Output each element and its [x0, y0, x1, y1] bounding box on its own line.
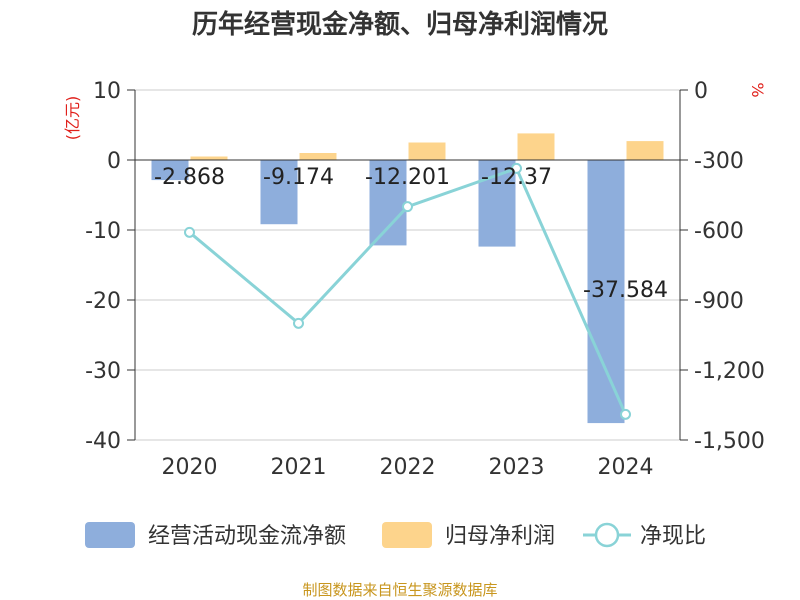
x-tick-label: 2020 — [162, 455, 218, 480]
left-tick-label: 0 — [107, 149, 121, 174]
right-tick-label: -900 — [694, 289, 744, 314]
left-tick-label: -20 — [85, 289, 121, 314]
data-label-2021: -9.174 — [263, 165, 334, 190]
bar-profit-2023 — [517, 133, 555, 160]
legend-marker — [594, 522, 620, 548]
bar-cashflow-2024 — [587, 160, 625, 424]
left-tick-label: -40 — [85, 429, 121, 454]
line-point-2020 — [184, 226, 195, 238]
bar-cashflow-2021 — [260, 160, 298, 225]
line-point-2023 — [511, 162, 522, 174]
x-tick-label: 2023 — [489, 455, 545, 480]
chart-title: 历年经营现金净额、归母净利润情况 — [192, 9, 608, 40]
line-point-2022 — [402, 201, 413, 213]
left-tick-label: 10 — [93, 79, 121, 104]
legend-label-1: 归母净利润 — [445, 524, 555, 549]
bar-profit-2022 — [408, 142, 446, 160]
data-label-2024: -37.584 — [583, 278, 668, 303]
right-tick-label: -600 — [694, 219, 744, 244]
line-point-2021 — [293, 317, 304, 329]
x-tick-label: 2022 — [380, 455, 436, 480]
bar-cashflow-2022 — [369, 160, 407, 246]
right-tick-label: -300 — [694, 149, 744, 174]
right-tick-label: 0 — [694, 79, 708, 104]
bar-cashflow-2020 — [151, 160, 189, 181]
data-labels: -2.868 -9.174 -12.201 -12.37 -37.584 — [154, 165, 668, 303]
data-label-2022: -12.201 — [365, 165, 450, 190]
legend-swatch-1 — [382, 522, 432, 548]
bar-profit-2020 — [190, 156, 228, 160]
right-tick-label: -1,200 — [694, 359, 765, 384]
data-label-2023: -12.37 — [481, 165, 552, 190]
right-unit-label: % — [748, 82, 767, 97]
axes: 10 0 -10 -20 -30 -40 0 -300 -600 -900 -1,200 -1,500… — [63, 79, 767, 480]
line-point-2024 — [620, 408, 631, 420]
source-note: 制图数据来自恒生聚源数据库 — [302, 581, 497, 599]
bar-profit-2021 — [299, 153, 337, 160]
legend-label-2: 净现比 — [640, 524, 706, 549]
data-label-2020: -2.868 — [154, 165, 225, 190]
left-unit-label: (亿元) — [63, 96, 82, 141]
left-tick-label: -10 — [85, 219, 121, 244]
bar-profit-2024 — [626, 141, 664, 160]
legend: 经营活动现金流净额 归母净利润 净现比 — [85, 522, 706, 549]
x-tick-label: 2024 — [598, 455, 654, 480]
x-tick-label: 2021 — [271, 455, 327, 480]
legend-swatch-0 — [85, 522, 135, 548]
bars — [151, 133, 664, 424]
left-tick-label: -30 — [85, 359, 121, 384]
legend-label-0: 经营活动现金流净额 — [148, 524, 346, 549]
right-tick-label: -1,500 — [694, 429, 765, 454]
line-series — [184, 162, 631, 420]
